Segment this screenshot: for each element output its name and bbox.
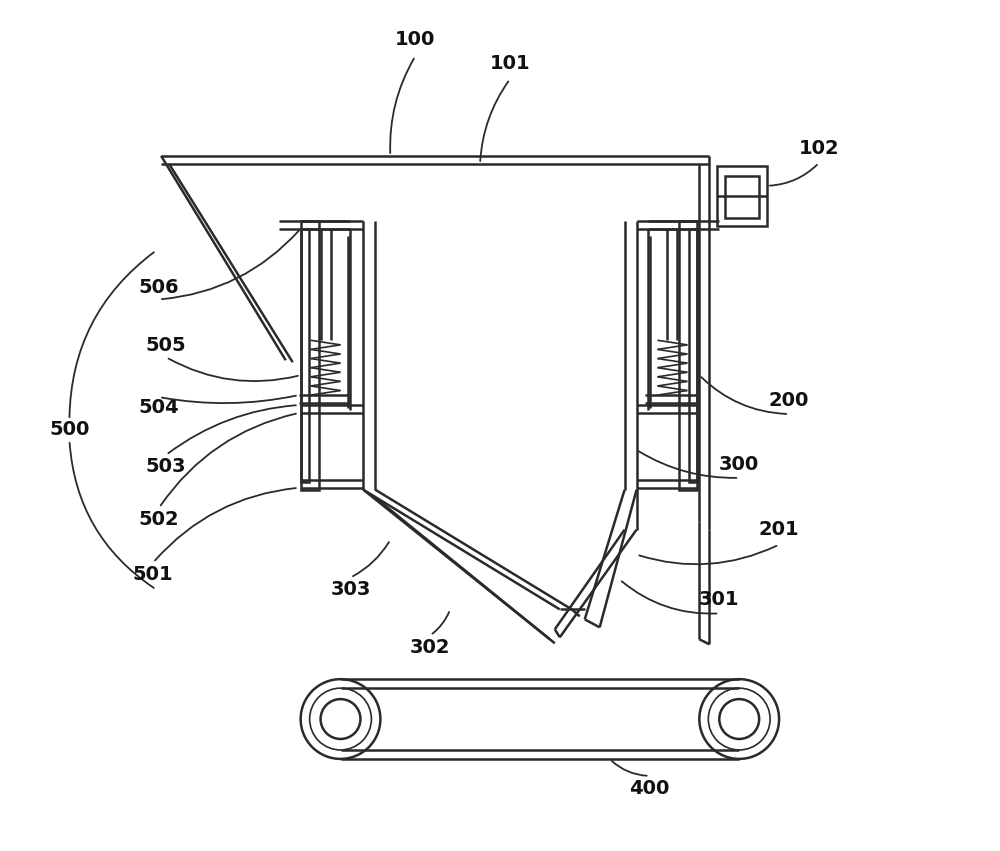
Text: 502: 502: [139, 511, 179, 529]
Text: 506: 506: [139, 278, 179, 297]
Text: 302: 302: [410, 637, 450, 657]
Text: 503: 503: [146, 457, 186, 477]
Text: 303: 303: [330, 580, 371, 599]
Text: 500: 500: [49, 420, 90, 439]
Bar: [717, 166, 767, 226]
Text: 200: 200: [769, 391, 809, 409]
Text: 100: 100: [395, 30, 435, 49]
Text: 300: 300: [719, 455, 759, 474]
Text: 301: 301: [699, 590, 740, 609]
Text: 504: 504: [139, 397, 179, 416]
Bar: [679, 220, 697, 490]
Text: 501: 501: [133, 565, 173, 584]
Text: 400: 400: [629, 780, 670, 798]
Text: 505: 505: [146, 336, 186, 355]
Text: 101: 101: [490, 54, 530, 72]
Bar: [725, 176, 759, 218]
Bar: [689, 229, 697, 482]
Text: 102: 102: [799, 140, 839, 158]
Bar: [301, 220, 319, 490]
Bar: [301, 229, 309, 482]
Text: 201: 201: [759, 520, 799, 540]
